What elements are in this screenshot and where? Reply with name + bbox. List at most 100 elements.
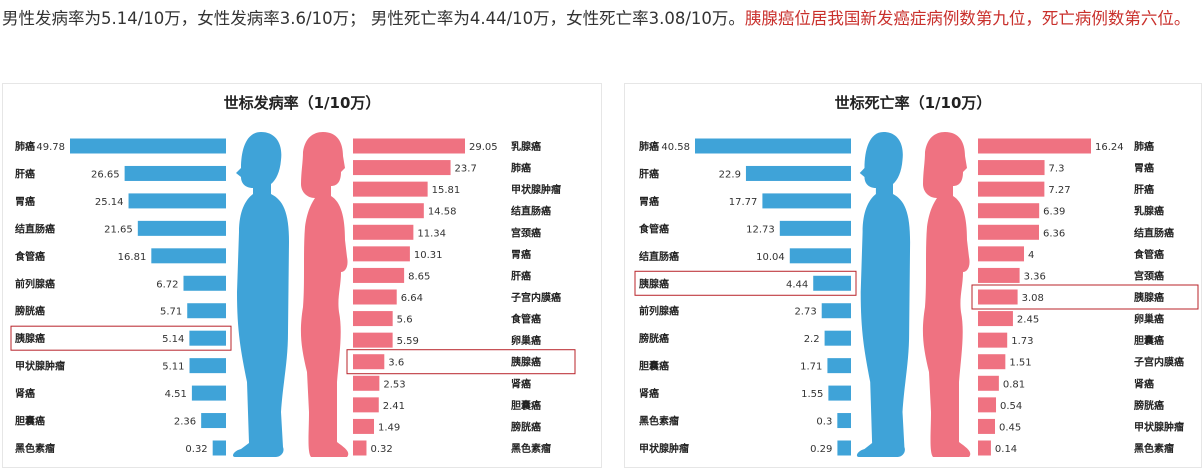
category-label: 肺癌 — [15, 140, 35, 153]
value-label: 1.49 — [378, 422, 400, 433]
value-label: 5.11 — [162, 362, 184, 373]
category-label: 结直肠癌 — [511, 205, 551, 218]
category-label: 胃癌 — [15, 195, 35, 208]
value-label: 14.58 — [428, 207, 457, 218]
value-label: 4.51 — [165, 389, 187, 400]
female-bar — [978, 224, 1039, 240]
male-bar — [128, 193, 226, 209]
male-bar — [789, 248, 851, 264]
highlight-box — [634, 270, 857, 296]
category-label: 黑色素瘤 — [511, 442, 551, 455]
female-silhouette-icon — [922, 132, 971, 457]
female-bar — [353, 246, 410, 262]
female-bar — [353, 224, 414, 240]
category-label: 结直肠癌 — [15, 222, 55, 235]
female-silhouette-icon — [300, 132, 349, 457]
category-label: 卵巢癌 — [1134, 313, 1164, 326]
female-bar — [353, 332, 393, 348]
intro-highlight: 胰腺癌位居我国新发癌症病例数第九位，死亡病例数第六位。 — [744, 9, 1191, 28]
female-bar — [978, 267, 1020, 283]
category-label: 胰腺癌 — [1134, 291, 1164, 304]
value-label: 0.32 — [370, 444, 392, 455]
value-label: 11.34 — [417, 228, 446, 239]
category-label: 胆囊癌 — [1134, 334, 1164, 347]
category-label: 子宫内膜癌 — [1134, 356, 1184, 369]
value-label: 8.65 — [408, 271, 430, 282]
value-label: 0.3 — [816, 417, 832, 428]
category-label: 甲状腺肿瘤 — [15, 360, 65, 373]
category-label: 肾癌 — [1134, 377, 1154, 390]
category-label: 甲状腺肿瘤 — [511, 183, 561, 196]
category-label: 甲状腺肿瘤 — [1134, 420, 1184, 433]
value-label: 2.41 — [383, 401, 405, 412]
value-label: 6.39 — [1043, 207, 1065, 218]
category-label: 乳腺癌 — [1134, 205, 1164, 218]
incidence-chart: 世标发病率（1/10万） 49.78 肺癌 26.65 肝癌 25.14 胃癌 21.65 结… — [2, 83, 602, 468]
female-bar — [978, 181, 1045, 197]
female-bar — [353, 160, 451, 176]
value-label: 4.44 — [786, 279, 808, 290]
male-bar — [762, 193, 851, 209]
female-bar — [978, 160, 1045, 176]
value-label: 7.27 — [1048, 185, 1070, 196]
value-label: 2.45 — [1017, 315, 1039, 326]
value-label: 1.55 — [801, 389, 823, 400]
category-label: 肝癌 — [15, 167, 35, 180]
value-label: 22.9 — [719, 169, 741, 180]
category-label: 胆囊癌 — [639, 360, 669, 373]
value-label: 10.31 — [414, 250, 443, 261]
category-label: 胰腺癌 — [15, 332, 45, 345]
value-label: 6.72 — [156, 279, 178, 290]
value-label: 5.71 — [160, 307, 182, 318]
value-label: 6.64 — [401, 293, 423, 304]
female-bar — [978, 311, 1013, 327]
category-label: 食管癌 — [510, 313, 541, 326]
value-label: 15.81 — [432, 185, 461, 196]
male-bar — [779, 220, 851, 236]
category-label: 结直肠癌 — [639, 250, 679, 263]
category-label: 胃癌 — [1134, 162, 1154, 175]
category-label: 黑色素瘤 — [1134, 442, 1174, 455]
category-label: 黑色素瘤 — [15, 442, 55, 455]
category-label: 胰腺癌 — [639, 277, 669, 290]
value-label: 40.58 — [661, 142, 690, 153]
value-label: 3.08 — [1022, 293, 1044, 304]
value-label: 26.65 — [91, 169, 120, 180]
value-label: 12.73 — [746, 224, 775, 235]
chart-svg: 49.78肺癌26.65肝癌25.14胃癌21.65结直肠癌16.81食管癌6.… — [10, 132, 576, 457]
category-label: 肝癌 — [1134, 183, 1154, 196]
value-label: 49.78 — [36, 142, 65, 153]
category-label: 膀胱癌 — [14, 305, 45, 318]
value-label: 16.24 — [1095, 142, 1124, 153]
male-silhouette-icon — [233, 132, 289, 457]
category-label: 黑色素瘤 — [639, 415, 679, 428]
value-label: 0.54 — [1000, 401, 1022, 412]
category-label: 胃癌 — [639, 195, 659, 208]
male-bar — [151, 248, 226, 264]
value-label: 1.51 — [1009, 358, 1031, 369]
male-bar — [187, 303, 226, 319]
category-label: 肺癌 — [639, 140, 659, 153]
value-label: 3.36 — [1024, 271, 1046, 282]
female-bar — [353, 375, 380, 391]
value-label: 23.7 — [455, 164, 477, 175]
category-label: 卵巢癌 — [511, 334, 541, 347]
female-bar — [353, 440, 367, 456]
value-label: 0.81 — [1003, 379, 1025, 390]
highlight-box — [346, 349, 576, 375]
value-label: 5.6 — [397, 315, 413, 326]
male-bar — [824, 330, 851, 346]
value-label: 5.14 — [162, 334, 184, 345]
category-label: 肾癌 — [511, 377, 531, 390]
female-bar — [978, 440, 991, 456]
female-bar — [978, 138, 1091, 154]
female-bar — [353, 397, 379, 413]
category-label: 肾癌 — [15, 387, 35, 400]
female-bar — [978, 418, 995, 434]
female-bar — [978, 375, 999, 391]
category-label: 结直肠癌 — [1134, 226, 1174, 239]
male-bar — [828, 385, 851, 401]
female-bar — [978, 203, 1040, 219]
category-label: 肝癌 — [511, 269, 531, 282]
value-label: 10.04 — [756, 252, 785, 263]
